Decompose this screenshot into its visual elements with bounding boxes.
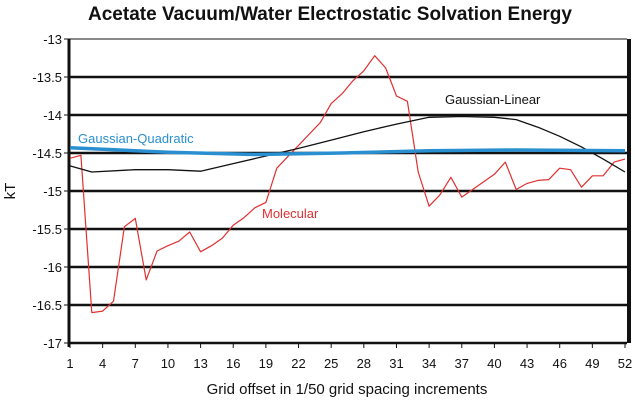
- x-tick-label: 19: [259, 356, 273, 371]
- series-line-molecular: [69, 55, 626, 314]
- legend-label-molecular: Molecular: [262, 206, 319, 221]
- y-tick-label: -15.5: [32, 222, 62, 237]
- x-axis-label: Grid offset in 1/50 grid spacing increme…: [207, 381, 488, 398]
- y-axis-label: kT: [2, 183, 19, 200]
- y-tick-label: -15: [43, 184, 62, 199]
- x-tick-label: 25: [324, 356, 338, 371]
- x-tick-label: 13: [193, 356, 207, 371]
- x-tick-label: 52: [618, 356, 632, 371]
- x-tick-label: 7: [132, 356, 139, 371]
- legend-label-gaussian-linear: Gaussian-Linear: [445, 92, 541, 107]
- y-tick-label: -16: [43, 260, 62, 275]
- x-tick-label: 37: [455, 356, 469, 371]
- x-tick-label: 4: [99, 356, 106, 371]
- x-tick-label: 46: [552, 356, 566, 371]
- x-tick-label: 31: [389, 356, 403, 371]
- x-tick-label: 49: [585, 356, 599, 371]
- y-tick-label: -13.5: [32, 70, 62, 85]
- chart-title: Acetate Vacuum/Water Electrostatic Solva…: [88, 4, 572, 25]
- x-tick-label: 16: [226, 356, 240, 371]
- x-tick-label: 10: [161, 356, 175, 371]
- x-tick-label: 1: [66, 356, 73, 371]
- y-tick-label: -16.5: [32, 298, 62, 313]
- x-tick-label: 22: [291, 356, 305, 371]
- x-tick-label: 28: [357, 356, 371, 371]
- x-tick-label: 43: [520, 356, 534, 371]
- x-tick-label: 40: [487, 356, 501, 371]
- legend-label-gaussian-quadratic: Gaussian-Quadratic: [78, 131, 194, 146]
- y-tick-label: -13: [43, 32, 62, 47]
- series-line-gaussian-quadratic: [69, 145, 626, 157]
- y-tick-label: -14: [43, 108, 62, 123]
- x-tick-label: 34: [422, 356, 436, 371]
- y-tick-label: -17: [43, 336, 62, 351]
- y-tick-label: -14.5: [32, 146, 62, 161]
- series-line-gaussian-linear: [69, 115, 626, 173]
